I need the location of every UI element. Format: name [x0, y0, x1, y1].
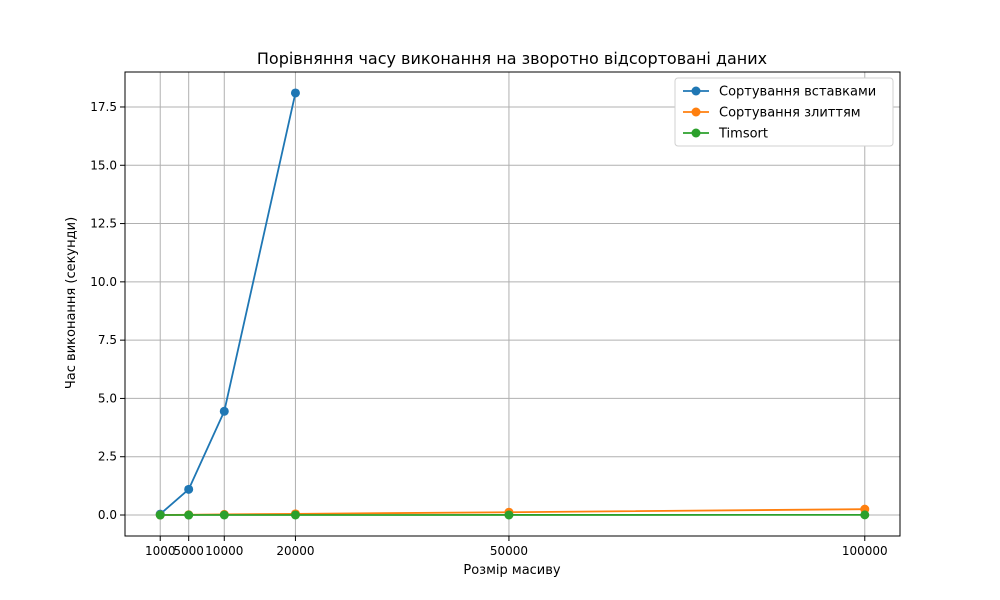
y-tick-label: 17.5 — [90, 100, 117, 114]
x-axis-label: Розмір масиву — [463, 563, 561, 578]
y-tick-label: 5.0 — [98, 391, 117, 405]
data-point — [504, 510, 514, 520]
x-tick-label: 10000 — [205, 544, 243, 558]
series-3 — [155, 510, 870, 520]
y-tick-label: 10.0 — [90, 275, 117, 289]
legend-marker — [691, 86, 701, 96]
series-layer — [155, 88, 870, 520]
legend-item: Timsort — [683, 127, 768, 142]
legend-label: Timsort — [718, 127, 768, 142]
legend-item: Сортування вставками — [683, 85, 876, 100]
series-1 — [155, 88, 300, 519]
data-point — [184, 484, 194, 494]
x-tick-label: 5000 — [173, 544, 204, 558]
legend-box — [674, 77, 894, 147]
x-tick-label: 1000 — [145, 544, 176, 558]
y-tick-label: 12.5 — [90, 217, 117, 231]
y-tick-label: 2.5 — [98, 450, 117, 464]
plot-frame — [124, 71, 901, 537]
data-point — [155, 510, 165, 520]
legend-marker — [691, 128, 701, 138]
data-point — [184, 510, 194, 520]
x-tick-label: 50000 — [490, 544, 528, 558]
legend-item: Сортування злиттям — [683, 106, 861, 121]
legend: Сортування вставками Сортування злиттям Ti… — [674, 77, 894, 147]
data-point — [219, 406, 229, 416]
x-tick-label: 20000 — [276, 544, 314, 558]
y-tick-label: 7.5 — [98, 333, 117, 347]
y-tick-label: 15.0 — [90, 158, 117, 172]
chart-title: Порівняння часу виконання на зворотно ві… — [257, 49, 767, 68]
data-point — [290, 88, 300, 98]
x-tick-label: 100000 — [842, 544, 888, 558]
legend-label: Сортування злиттям — [719, 106, 861, 121]
y-axis-label: Час виконання (секунди) — [64, 217, 79, 389]
plot-area-border — [124, 71, 901, 537]
legend-label: Сортування вставками — [719, 85, 876, 100]
y-tick-label: 0.0 — [98, 508, 117, 522]
data-point — [219, 510, 229, 520]
legend-marker — [691, 107, 701, 117]
data-point — [290, 510, 300, 520]
data-point — [860, 510, 870, 520]
series-line — [159, 92, 297, 515]
